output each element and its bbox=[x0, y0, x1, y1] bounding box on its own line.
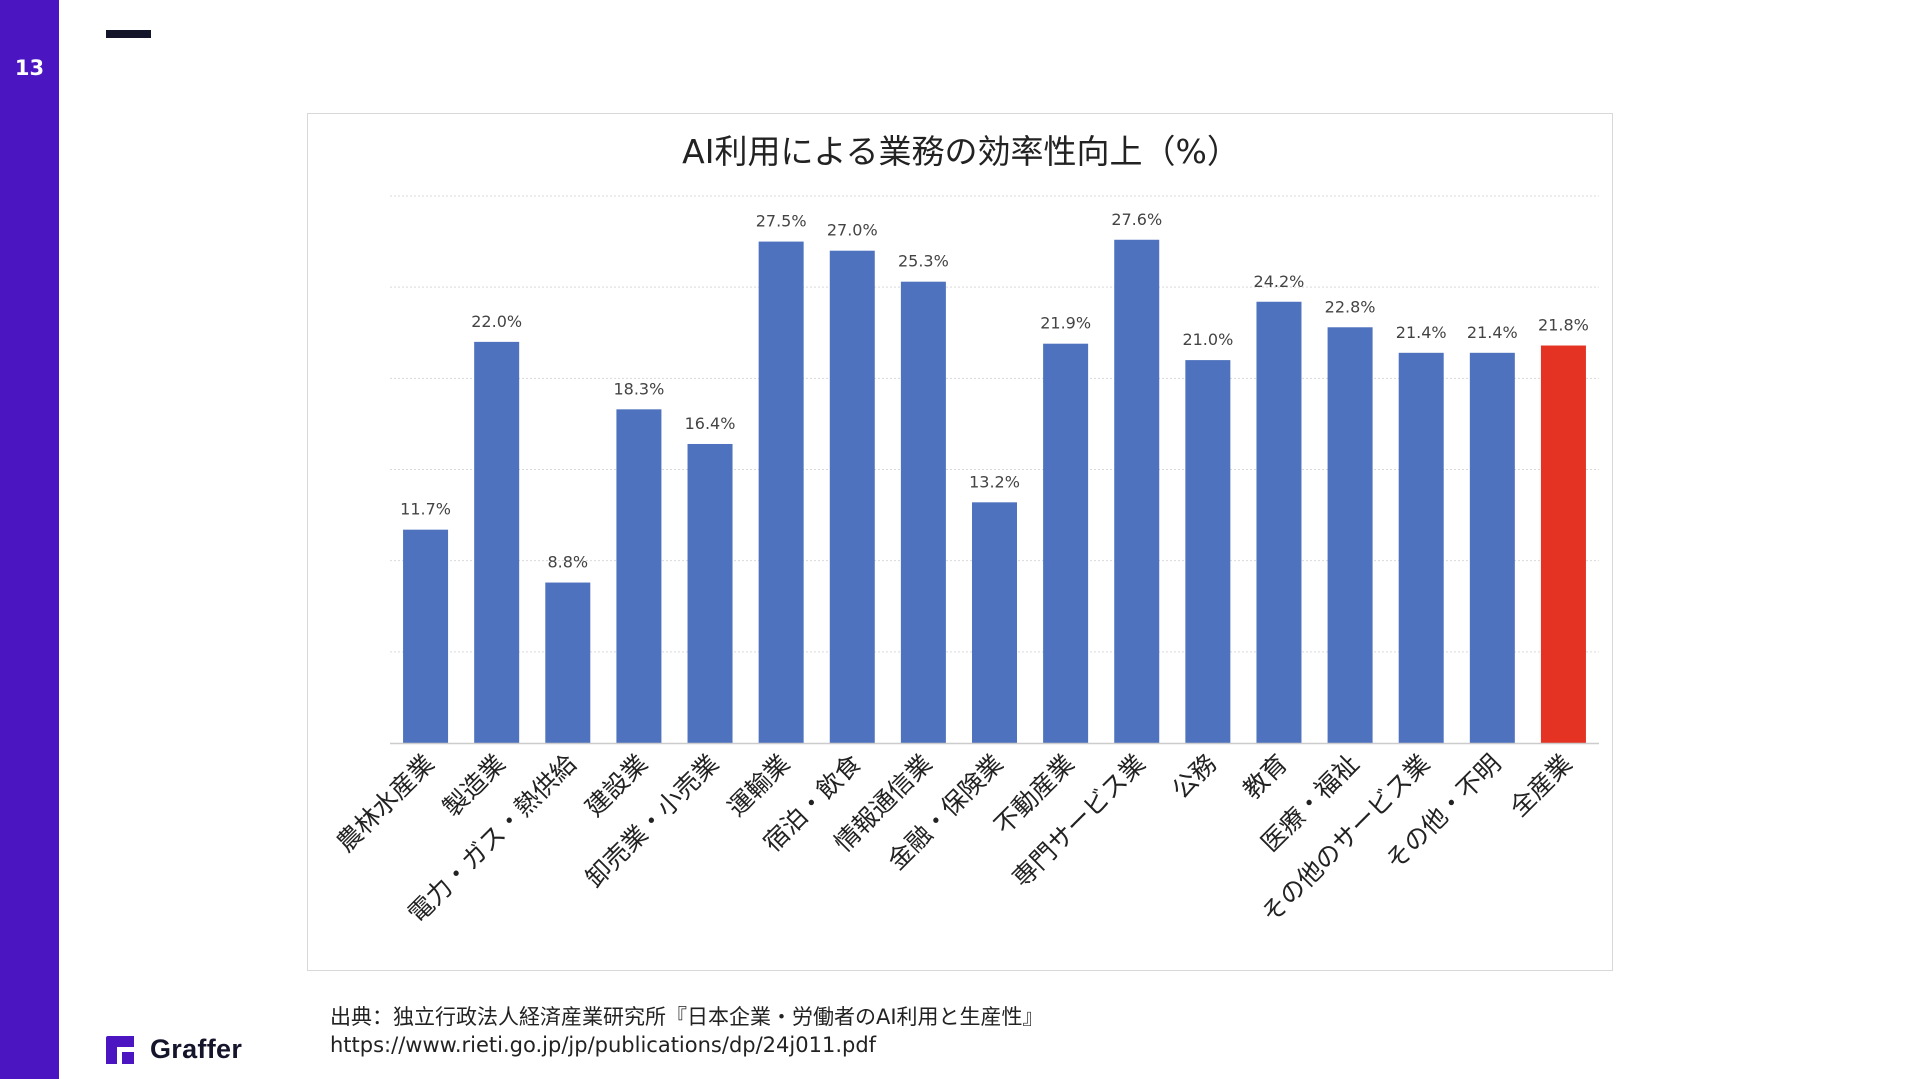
value-label-15: 21.4% bbox=[1396, 323, 1447, 342]
chart-category-labels: 農林水産業製造業電力・ガス・熱供給建設業卸売業・小売業運輸業宿泊・飲食情報通信業… bbox=[331, 749, 1578, 929]
bar-5 bbox=[687, 443, 733, 743]
bar-12 bbox=[1185, 360, 1231, 743]
source-title: 出典：独立行政法人経済産業研究所『日本企業・労働者のAI利用と生産性』 bbox=[330, 1005, 1044, 1029]
value-label-10: 21.9% bbox=[1040, 314, 1091, 333]
value-label-12: 21.0% bbox=[1182, 330, 1233, 349]
category-label-12: 公務 bbox=[1166, 749, 1222, 805]
value-label-17: 21.8% bbox=[1538, 316, 1589, 335]
value-label-5: 16.4% bbox=[685, 414, 736, 433]
chart-title: AI利用による業務の効率性向上（%） bbox=[682, 132, 1240, 171]
bar-chart: AI利用による業務の効率性向上（%） 11.7% 22.0% 8.8% 18.3% 16… bbox=[331, 132, 1599, 929]
value-label-2: 22.0% bbox=[471, 312, 522, 331]
graffer-logo-icon bbox=[106, 1035, 134, 1064]
value-label-16: 21.4% bbox=[1467, 323, 1518, 342]
bar-14 bbox=[1327, 327, 1373, 743]
value-label-6: 27.5% bbox=[756, 212, 807, 231]
category-label-5: 卸売業・小売業 bbox=[580, 749, 724, 893]
chart-frame: AI利用による業務の効率性向上（%） 11.7% 22.0% 8.8% 18.3% 16… bbox=[307, 113, 1613, 971]
bar-15 bbox=[1398, 352, 1444, 743]
page-number: 13 bbox=[14, 56, 45, 80]
value-label-11: 27.6% bbox=[1111, 210, 1162, 229]
category-label-13: 教育 bbox=[1237, 749, 1293, 805]
bar-8 bbox=[900, 281, 946, 743]
left-accent-bar bbox=[0, 0, 59, 1079]
value-label-1: 11.7% bbox=[400, 500, 451, 519]
bar-10 bbox=[1043, 343, 1089, 743]
bar-6 bbox=[758, 241, 804, 743]
value-label-9: 13.2% bbox=[969, 472, 1020, 491]
value-label-7: 27.0% bbox=[827, 221, 878, 240]
bar-16 bbox=[1469, 352, 1515, 743]
bar-4 bbox=[616, 409, 662, 743]
graffer-logo-text: Graffer bbox=[150, 1034, 243, 1064]
graffer-logo: Graffer bbox=[104, 1032, 242, 1067]
category-label-11: 専門サービス業 bbox=[1007, 749, 1151, 893]
title-dash bbox=[106, 30, 151, 38]
category-label-17: 全産業 bbox=[1504, 749, 1578, 823]
bar-7 bbox=[829, 250, 875, 743]
bar-17 bbox=[1540, 345, 1586, 743]
value-label-4: 18.3% bbox=[613, 379, 664, 398]
chart-bars bbox=[403, 239, 1586, 743]
bar-11 bbox=[1114, 239, 1160, 743]
value-label-13: 24.2% bbox=[1254, 272, 1305, 291]
value-label-14: 22.8% bbox=[1325, 297, 1376, 316]
value-label-3: 8.8% bbox=[547, 553, 588, 572]
category-label-1: 農林水産業 bbox=[331, 749, 440, 858]
bar-3 bbox=[545, 582, 591, 743]
bar-9 bbox=[972, 502, 1017, 743]
bar-1 bbox=[403, 529, 449, 743]
bar-2 bbox=[474, 341, 520, 743]
bar-13 bbox=[1256, 301, 1302, 743]
chart-value-labels: 11.7% 22.0% 8.8% 18.3% 16.4% 27.5% 27.0% 25.3% 1… bbox=[400, 210, 1589, 572]
source-url[interactable]: https://www.rieti.go.jp/jp/publications/… bbox=[330, 1033, 877, 1057]
value-label-8: 25.3% bbox=[898, 252, 949, 271]
source-citation: 出典：独立行政法人経済産業研究所『日本企業・労働者のAI利用と生産性』 http… bbox=[330, 1003, 1044, 1059]
